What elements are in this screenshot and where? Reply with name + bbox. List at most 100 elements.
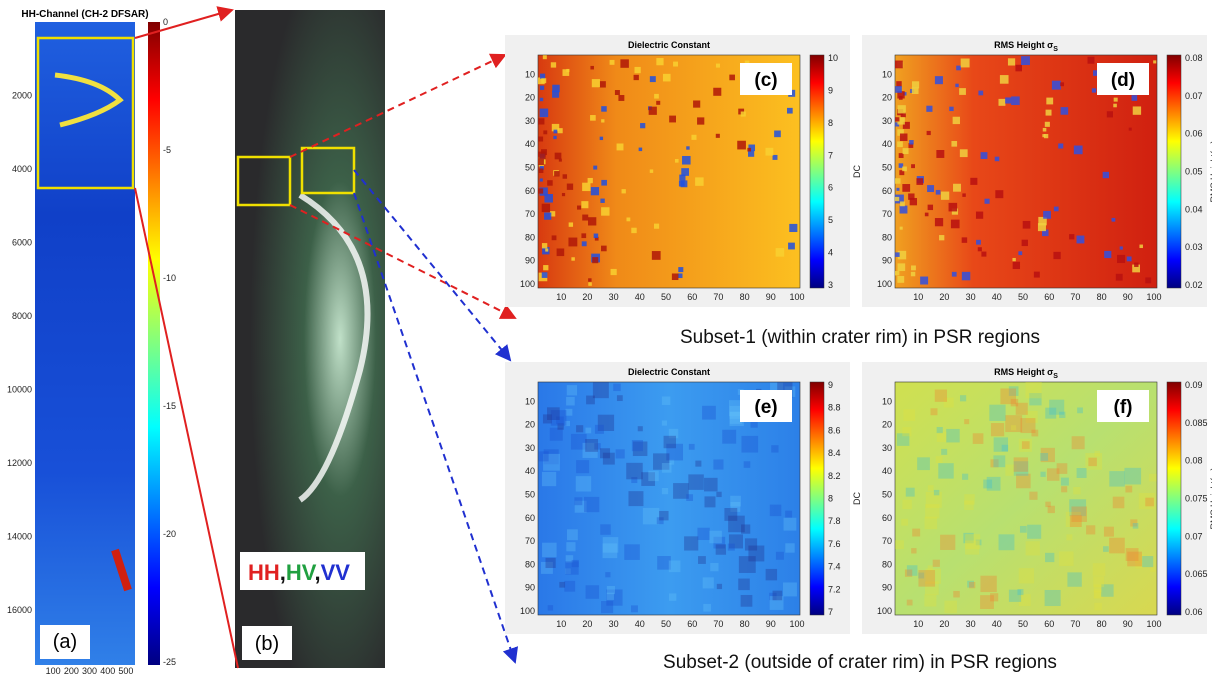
x-tick-label: 30	[609, 292, 619, 302]
title-text: RMS Height σ	[994, 40, 1053, 50]
heatmap-cell	[1104, 251, 1111, 258]
heatmap-cell	[1109, 471, 1124, 486]
heatmap-cell	[584, 497, 599, 512]
colorbar-tick-label: 0.085	[1185, 418, 1208, 428]
heatmap-cell	[729, 75, 735, 81]
heatmap-cell	[953, 184, 961, 192]
heatmap-cell	[1061, 486, 1067, 492]
heatmap-cell	[624, 544, 640, 560]
colorbar-tick-label: 3	[828, 280, 833, 290]
heatmap-cell	[567, 385, 577, 395]
heatmap-cell	[916, 178, 923, 185]
heatmap-cell	[538, 159, 544, 165]
heatmap-cell	[766, 569, 777, 580]
heatmap-cell	[559, 159, 562, 162]
heatmap-cell	[565, 409, 572, 416]
y-tick-label: 90	[882, 256, 892, 266]
heatmap-cell	[925, 213, 929, 217]
y-tick-label: 60	[525, 186, 535, 196]
heatmap-cell	[542, 272, 548, 278]
x-tick-label: 300	[82, 666, 97, 675]
heatmap-cell	[563, 69, 570, 76]
heatmap-cell	[783, 582, 797, 596]
heatmap-cell	[1092, 88, 1096, 92]
x-tick-label: 60	[1044, 619, 1054, 629]
heatmap-cell	[985, 199, 990, 204]
heatmap-cell	[739, 556, 756, 573]
heatmap-cell	[543, 265, 548, 270]
heatmap-cell	[1016, 474, 1031, 489]
colorbar-tick-label: 7.4	[828, 562, 841, 572]
heatmap-cell	[648, 471, 658, 481]
heatmap-cell	[662, 463, 672, 473]
y-tick-label: 80	[882, 559, 892, 569]
heatmap-cell	[540, 74, 545, 79]
heatmap-cell	[924, 595, 936, 607]
heatmap-cell	[898, 105, 906, 113]
colorbar-tick-label: 8.6	[828, 425, 841, 435]
x-tick-label: 80	[740, 292, 750, 302]
x-tick-label: 400	[100, 666, 115, 675]
heatmap-cell	[581, 201, 588, 208]
heatmap-cell	[581, 233, 586, 238]
heatmap-cell	[544, 213, 551, 220]
heatmap-cell	[553, 136, 556, 139]
heatmap-cell	[1074, 146, 1083, 155]
heatmap-cell	[672, 273, 679, 280]
heatmap-cell	[951, 141, 957, 147]
heatmap-cell	[1045, 122, 1050, 127]
x-tick-label: 40	[635, 619, 645, 629]
heatmap-cell	[902, 427, 911, 436]
panel-label: (f)	[1114, 397, 1133, 418]
x-tick-label: 80	[740, 619, 750, 629]
heatmap-cell	[926, 492, 942, 508]
heatmap-cell	[1112, 218, 1116, 222]
x-tick-label: 40	[992, 619, 1002, 629]
y-tick-label: 50	[882, 163, 892, 173]
heatmap-cell	[1149, 474, 1157, 482]
heatmap-cell	[552, 235, 557, 240]
y-tick-label: 10	[882, 396, 892, 406]
channel-legend: HH,HV,VV	[248, 560, 350, 585]
heatmap-cell	[1009, 590, 1021, 602]
heatmap-cell	[601, 246, 607, 252]
heatmap-cell	[600, 137, 603, 140]
heatmap-cell	[1043, 128, 1047, 132]
colorbar-tick-label: 8.2	[828, 471, 841, 481]
panel-label: (a)	[53, 631, 77, 653]
colorbar-tick-label: -20	[163, 529, 176, 539]
x-tick-label: 50	[1018, 292, 1028, 302]
heatmap-cell	[918, 570, 935, 587]
channel-name: HH	[248, 560, 280, 585]
heatmap-cell	[679, 181, 685, 187]
heatmap-cell	[704, 496, 715, 507]
heatmap-cell	[600, 448, 610, 458]
heatmap-cell	[649, 107, 657, 115]
heatmap-cell	[897, 276, 904, 283]
y-tick-label: 10000	[7, 384, 32, 394]
heatmap-cell	[567, 529, 578, 540]
colorbar	[1167, 55, 1181, 288]
heatmap-cell	[640, 123, 645, 128]
heatmap-cell	[1132, 95, 1138, 101]
heatmap-cell	[588, 278, 591, 281]
x-tick-label: 50	[661, 292, 671, 302]
heatmap-cell	[895, 540, 904, 549]
x-tick-label: 100	[46, 666, 61, 675]
heatmap-cell	[1126, 548, 1139, 561]
y-tick-label: 20	[525, 93, 535, 103]
colorbar-tick-label: 0.08	[1185, 456, 1203, 466]
heatmap-cell	[902, 167, 907, 172]
heatmap-cell	[1066, 534, 1072, 540]
colorbar-tick-label: -10	[163, 273, 176, 283]
heatmap-cell	[911, 265, 916, 270]
x-tick-label: 100	[1146, 292, 1161, 302]
heatmap-cell	[601, 106, 607, 112]
title-text: RMS Height σ	[994, 367, 1053, 377]
heatmap-cell	[632, 440, 643, 451]
heatmap-cell	[981, 252, 986, 257]
heatmap-cell	[616, 449, 625, 458]
heatmap-cell	[585, 439, 598, 452]
colorbar-tick-label: 0.04	[1185, 204, 1203, 214]
x-tick-label: 10	[913, 292, 923, 302]
